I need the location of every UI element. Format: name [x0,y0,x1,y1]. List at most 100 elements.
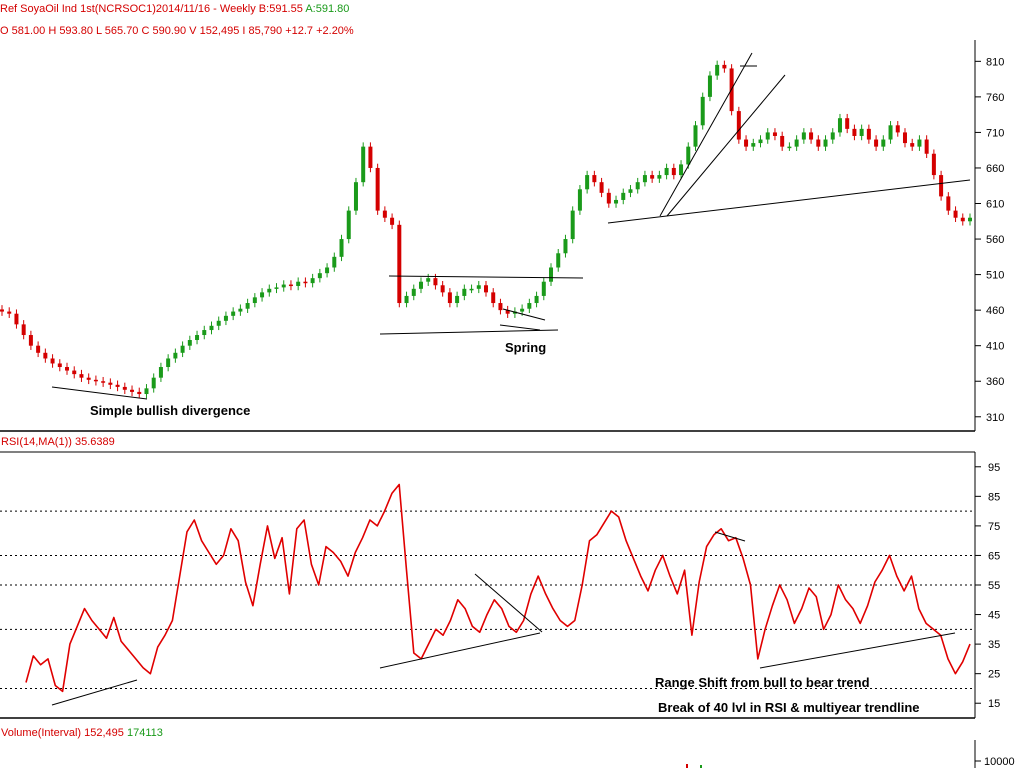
price-candle-body [130,389,135,392]
price-candle-body [166,358,171,368]
price-candle-body [36,345,41,353]
price-candle-body [527,303,532,309]
annotation-break-40: Break of 40 lvl in RSI & multiyear trend… [658,700,920,715]
price-candle-body [484,285,488,293]
price-candle-body [924,139,929,154]
price-tick-label: 760 [986,92,1004,104]
price-candle-body [642,175,647,183]
price-candle-body [288,284,293,287]
price-candle-body [534,295,539,304]
price-candle-body [346,210,351,240]
header-ask: A:591.80 [305,3,350,15]
price-candle-body [823,139,828,147]
rsi-dotted-levels [0,510,975,689]
price-candle-body [859,128,864,136]
price-candle-body [664,167,669,176]
price-candle-body [137,391,142,395]
price-candle-body [325,267,330,274]
price-candle-body [946,196,951,211]
rsi-trendlines [51,531,956,706]
price-tick-label: 560 [986,234,1004,246]
price-candle-body [498,303,503,311]
price-candle-body [809,132,814,140]
price-candle-body [614,199,619,204]
price-candle-body [433,278,438,286]
rsi-panel-label: RSI(14,MA(1)) 35.6389 [1,436,115,448]
price-candle-body [158,367,163,378]
price-candle-body [801,132,806,140]
price-candle-body [715,64,720,76]
price-candle-body [108,382,113,385]
price-candle-body [317,273,322,279]
price-panel: 310 360 410 460 510 560 610 660 710 760 810 Simple… [0,40,1004,432]
price-candle-body [541,281,546,296]
spring-lower-line [499,324,541,331]
price-candle-body [440,285,445,293]
price-candle-body [476,285,481,289]
price-tick-label: 360 [986,376,1004,388]
price-tick-label: 660 [986,163,1004,175]
price-candle-body [151,377,156,389]
price-candle-body [881,139,886,147]
volume-bar [700,765,702,768]
price-candle-body [599,182,604,193]
price-candle-body [505,310,510,314]
spring-upper-line [502,308,546,321]
volume-bar [686,764,688,768]
volume-panel-label: Volume(Interval) 152,495 174113 [1,727,163,739]
rsi-peak-line [714,531,746,542]
annotation-spring: Spring [505,340,546,355]
price-tick-label: 460 [986,305,1004,317]
price-candle-body [455,295,460,304]
price-candle-body [744,139,749,147]
price-candle-body [209,325,214,331]
price-candle-body [657,175,662,179]
price-trendlines [51,52,971,400]
price-candle-body [563,239,568,254]
price-candle-body [231,311,236,316]
divergence-line [51,386,148,400]
volume-tick-label: 10000 [984,756,1015,768]
price-candle-body [462,288,467,296]
price-candle-body [606,192,611,204]
price-candle-body [765,132,770,140]
annotation-range-shift: Range Shift from bull to bear trend [655,675,870,690]
price-candle-body [7,311,12,314]
price-candle-body [267,288,272,293]
price-candle-body [549,267,554,282]
price-candle-body [187,340,192,346]
price-candle-body [281,284,286,288]
price-candle-body [512,311,517,314]
price-candle-body [845,118,850,129]
multiyear-trendline [607,179,971,224]
price-candle-body [375,167,380,211]
price-candle-body [780,135,785,147]
price-candle-body [751,143,756,147]
price-candle-body [722,64,727,69]
price-candle-body [101,381,106,383]
price-candle-body [816,139,821,147]
price-candle-body [115,384,120,387]
price-candle-body [353,182,358,211]
rsi-multiyear-line [759,632,956,669]
rsi-tick-label: 75 [988,521,1000,533]
price-candle-body [917,139,922,147]
price-candle-body [707,75,712,97]
price-candle-body [223,315,228,321]
price-candle-body [418,281,423,289]
price-candle-body [274,287,279,289]
rsi-tick-label: 85 [988,491,1000,503]
annotation-divergence: Simple bullish divergence [90,403,250,418]
price-candle-body [953,210,958,218]
price-candle-body [0,309,4,312]
price-candles [0,60,972,399]
price-candle-body [43,352,48,359]
price-candle-body [910,143,915,147]
price-candle-body [736,111,741,140]
price-candle-body [585,175,590,190]
price-candle-body [122,386,127,390]
chart-header-line1: Ref SoyaOil Ind 1st(NCRSOC1)2014/11/16 -… [0,3,349,15]
price-candle-body [332,256,337,268]
price-candle-body [686,146,691,165]
